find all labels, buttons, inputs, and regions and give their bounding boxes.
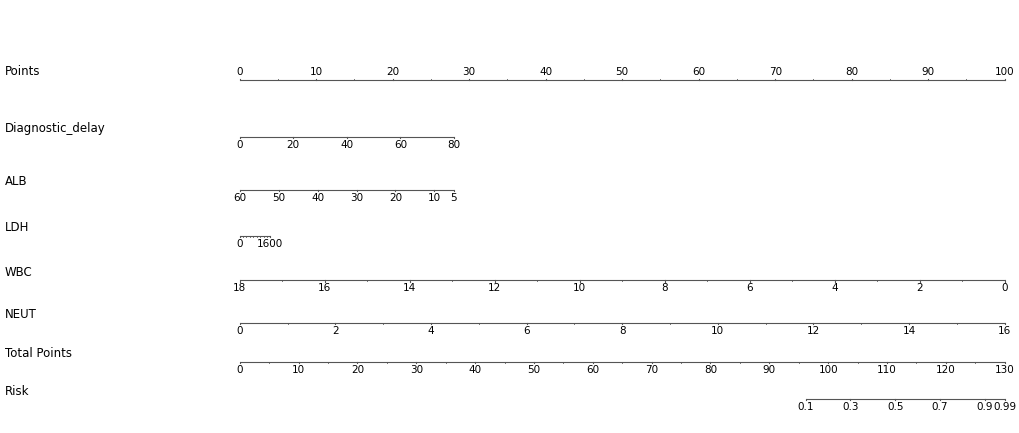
Text: 30: 30 [463,67,475,77]
Text: 16: 16 [998,326,1010,336]
Text: NEUT: NEUT [5,308,37,321]
Text: 50: 50 [615,67,628,77]
Text: 12: 12 [806,326,819,336]
Text: 60: 60 [586,365,599,375]
Text: 2: 2 [332,326,338,336]
Text: 0: 0 [1001,283,1007,294]
Text: 40: 40 [311,193,324,203]
Text: 10: 10 [291,365,305,375]
Text: 12: 12 [488,283,500,294]
Text: 0.99: 0.99 [993,402,1015,412]
Text: 10: 10 [710,326,723,336]
Text: 18: 18 [233,283,246,294]
Text: 80: 80 [447,139,460,150]
Text: 20: 20 [386,67,398,77]
Text: 100: 100 [817,365,838,375]
Text: 20: 20 [286,139,300,150]
Text: 0.1: 0.1 [797,402,813,412]
Text: 0: 0 [236,239,243,249]
Text: 130: 130 [994,365,1014,375]
Text: 0: 0 [236,326,243,336]
Text: 0.9: 0.9 [975,402,991,412]
Text: 6: 6 [746,283,752,294]
Text: 120: 120 [935,365,955,375]
Text: 30: 30 [410,365,423,375]
Text: 100: 100 [994,67,1014,77]
Text: 1600: 1600 [257,239,283,249]
Text: 8: 8 [660,283,667,294]
Text: 0.3: 0.3 [842,402,858,412]
Text: 10: 10 [427,193,440,203]
Text: 70: 70 [644,365,657,375]
Text: 0: 0 [236,365,243,375]
Text: 40: 40 [539,67,551,77]
Text: 50: 50 [272,193,285,203]
Text: 4: 4 [427,326,434,336]
Text: 14: 14 [902,326,915,336]
Text: Total Points: Total Points [5,347,72,360]
Text: Risk: Risk [5,385,30,397]
Text: 80: 80 [845,67,857,77]
Text: 0.7: 0.7 [930,402,948,412]
Text: ALB: ALB [5,175,28,188]
Text: WBC: WBC [5,265,33,278]
Text: 80: 80 [703,365,716,375]
Text: 10: 10 [310,67,322,77]
Text: 40: 40 [340,139,353,150]
Text: 70: 70 [768,67,781,77]
Text: 6: 6 [523,326,529,336]
Text: 0.5: 0.5 [887,402,903,412]
Text: 2: 2 [915,283,922,294]
Text: LDH: LDH [5,221,30,234]
Text: 8: 8 [619,326,625,336]
Text: 50: 50 [527,365,540,375]
Text: 90: 90 [762,365,775,375]
Text: 90: 90 [921,67,933,77]
Text: 5: 5 [450,193,457,203]
Text: 60: 60 [692,67,704,77]
Text: 30: 30 [350,193,363,203]
Text: Points: Points [5,65,41,78]
Text: 20: 20 [388,193,401,203]
Text: 110: 110 [876,365,896,375]
Text: 20: 20 [351,365,364,375]
Text: 0: 0 [236,67,243,77]
Text: Diagnostic_delay: Diagnostic_delay [5,122,106,135]
Text: 60: 60 [393,139,407,150]
Text: 10: 10 [573,283,586,294]
Text: 4: 4 [830,283,838,294]
Text: 0: 0 [236,139,243,150]
Text: 16: 16 [318,283,331,294]
Text: 14: 14 [403,283,416,294]
Text: 60: 60 [233,193,246,203]
Text: 40: 40 [468,365,481,375]
